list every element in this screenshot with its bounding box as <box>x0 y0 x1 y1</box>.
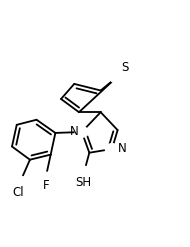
Text: Cl: Cl <box>13 186 25 199</box>
Ellipse shape <box>75 166 93 181</box>
Text: N: N <box>70 125 79 139</box>
Ellipse shape <box>105 144 119 154</box>
Ellipse shape <box>41 172 51 181</box>
Text: N: N <box>118 143 126 155</box>
Text: SH: SH <box>76 176 92 189</box>
Ellipse shape <box>75 127 88 137</box>
Ellipse shape <box>110 72 124 83</box>
Text: F: F <box>43 179 49 192</box>
Text: S: S <box>121 62 128 74</box>
Ellipse shape <box>11 176 28 190</box>
